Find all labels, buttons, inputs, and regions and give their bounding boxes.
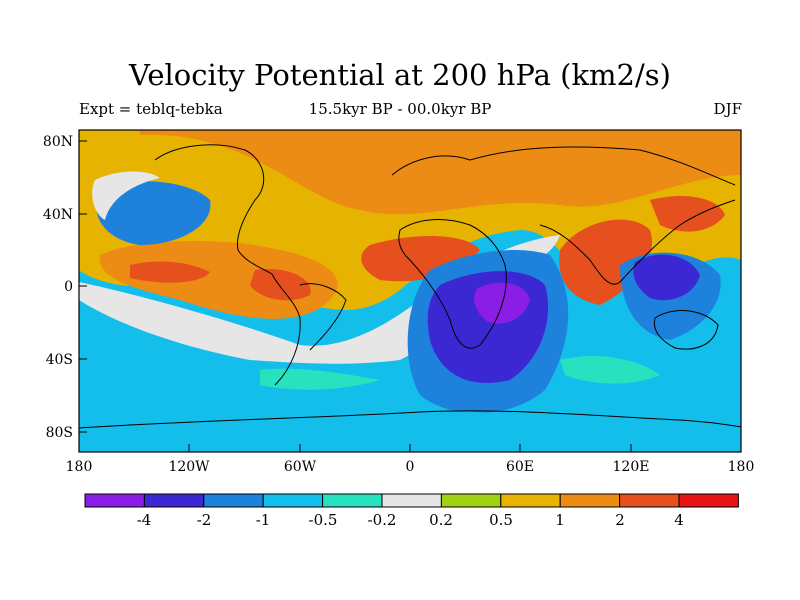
- lon-tick: 60W: [284, 444, 317, 475]
- lat-tick: 0: [64, 279, 87, 295]
- colorbar-box: [678, 493, 739, 508]
- colorbar-box: [203, 493, 264, 508]
- field-positive-3-samerica: [250, 269, 311, 301]
- lon-tick-label: 120W: [168, 459, 210, 475]
- lon-tick: 180: [66, 444, 93, 475]
- field-negative-1-npacific: [96, 181, 211, 245]
- colorbar-label: 2: [615, 511, 625, 529]
- field-positive-2-north: [140, 130, 741, 215]
- colorbar-box: [559, 493, 621, 508]
- colorbar-label: 1: [555, 511, 565, 529]
- lon-tick-label: 180: [728, 459, 755, 475]
- colorbar-label: 4: [674, 511, 684, 529]
- lat-tick-label: 40S: [46, 352, 73, 368]
- experiment-label: Expt = teblq-tebka: [79, 100, 223, 118]
- colorbar-box: [143, 493, 205, 508]
- coastlines: [79, 144, 741, 429]
- lon-axis: 180 120W 60W 0 60E 120E 180: [66, 444, 755, 475]
- colorbar-label: 0.5: [489, 511, 513, 529]
- lat-tick-label: 80N: [43, 134, 73, 150]
- field-positive-3-pacific: [130, 261, 210, 283]
- field-contours: [79, 130, 741, 452]
- lat-axis: 80N 40N 0 40S 80S: [43, 134, 87, 441]
- lat-tick-label: 80S: [46, 425, 73, 441]
- colorbar-box: [84, 493, 145, 508]
- lon-tick: 0: [406, 444, 415, 475]
- field-positive-3-nwpacific: [650, 195, 725, 232]
- colorbar-label: 0.2: [429, 511, 453, 529]
- lon-tick-label: 180: [66, 459, 93, 475]
- lat-tick-label: 0: [64, 279, 73, 295]
- lon-tick-label: 0: [406, 459, 415, 475]
- colorbar-label: -2: [197, 511, 212, 529]
- colorbar-label: -1: [256, 511, 271, 529]
- field-neutral-npacific: [92, 171, 160, 220]
- coastline-antarctica: [79, 410, 741, 429]
- colorbar: -4 -2 -1 -0.5 -0.2 0.2 0.5 1 2 4: [84, 493, 739, 529]
- coastline-eurasia-north: [391, 146, 736, 186]
- colorbar-boxes: [84, 493, 739, 508]
- colorbar-box: [500, 493, 561, 508]
- colorbar-box: [322, 493, 383, 508]
- colorbar-label: -0.5: [309, 511, 338, 529]
- coastline-south-america-east: [299, 283, 347, 351]
- lat-tick: 80S: [46, 425, 87, 441]
- lon-tick-label: 60W: [284, 459, 317, 475]
- lon-tick: 120W: [168, 444, 210, 475]
- plot-title: Velocity Potential at 200 hPa (km2/s): [129, 58, 671, 92]
- field-negative-2-maritime: [633, 254, 700, 301]
- colorbar-box: [262, 493, 324, 508]
- field-southern-ocean: [79, 360, 741, 452]
- coastline-asia-south: [539, 199, 736, 285]
- period-label: 15.5kyr BP - 00.0kyr BP: [308, 100, 492, 118]
- colorbar-label: -0.2: [368, 511, 397, 529]
- field-weak-negative-satlantic: [260, 368, 380, 390]
- coastline-africa: [398, 219, 507, 349]
- lat-tick: 40S: [46, 352, 87, 368]
- lon-tick-label: 120E: [613, 459, 650, 475]
- lon-tick: 180: [728, 444, 755, 475]
- colorbar-box: [440, 493, 502, 508]
- lon-tick: 120E: [613, 444, 650, 475]
- colorbar-label: -4: [137, 511, 152, 529]
- season-label: DJF: [713, 100, 742, 118]
- colorbar-box: [619, 493, 680, 508]
- lon-tick: 60E: [506, 444, 534, 475]
- lat-tick-label: 40N: [43, 207, 73, 223]
- field-weak-negative-sindian: [560, 355, 660, 384]
- coastline-americas: [154, 144, 301, 386]
- coastline-australia: [653, 310, 719, 350]
- lon-tick-label: 60E: [506, 459, 534, 475]
- lat-tick: 80N: [43, 134, 87, 150]
- lat-tick: 40N: [43, 207, 87, 223]
- colorbar-box: [381, 493, 442, 508]
